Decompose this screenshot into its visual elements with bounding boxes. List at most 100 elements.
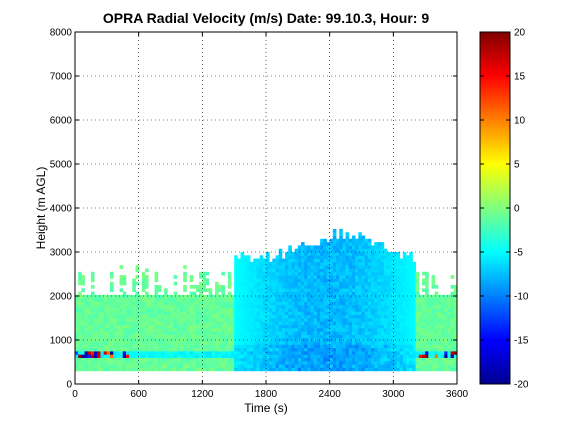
heatmap-cell bbox=[275, 288, 280, 292]
heatmap-cell bbox=[81, 327, 85, 332]
heatmap-cell bbox=[316, 327, 321, 332]
heatmap-cell bbox=[100, 357, 105, 362]
heatmap-cell bbox=[361, 341, 366, 345]
heatmap-cell bbox=[291, 367, 296, 372]
heatmap-cell bbox=[157, 337, 162, 342]
heatmap-cell bbox=[145, 347, 149, 352]
heatmap-cell bbox=[246, 255, 251, 259]
heatmap-cell bbox=[447, 354, 452, 358]
heatmap-cell bbox=[329, 357, 334, 362]
heatmap-cell bbox=[364, 331, 369, 335]
heatmap-cell bbox=[310, 354, 315, 358]
heatmap-cell bbox=[224, 318, 229, 322]
heatmap-cell bbox=[97, 318, 101, 322]
heatmap-cell bbox=[246, 341, 251, 345]
heatmap-cell bbox=[266, 314, 270, 319]
heatmap-cell bbox=[218, 304, 222, 309]
heatmap-cell bbox=[336, 291, 340, 296]
heatmap-cell bbox=[256, 311, 261, 316]
heatmap-cell bbox=[453, 301, 458, 306]
heatmap-cell bbox=[141, 281, 146, 286]
heatmap-cell bbox=[160, 324, 165, 329]
heatmap-cell bbox=[294, 357, 299, 362]
heatmap-cell bbox=[119, 337, 124, 342]
heatmap-cell bbox=[151, 337, 155, 342]
heatmap-cell bbox=[234, 285, 238, 289]
heatmap-cell bbox=[275, 294, 280, 299]
heatmap-cell bbox=[437, 341, 442, 345]
heatmap-cell bbox=[116, 324, 120, 329]
heatmap-cell bbox=[259, 360, 264, 365]
heatmap-cell bbox=[342, 285, 346, 289]
heatmap-cell bbox=[192, 347, 197, 352]
heatmap-cell bbox=[116, 298, 120, 302]
heatmap-cell bbox=[186, 321, 190, 325]
heatmap-cell bbox=[326, 327, 331, 332]
heatmap-cell bbox=[154, 334, 159, 339]
heatmap-cell bbox=[208, 360, 213, 365]
heatmap-cell bbox=[138, 337, 143, 342]
heatmap-cell bbox=[160, 321, 165, 325]
heatmap-cell bbox=[205, 367, 210, 372]
heatmap-cell bbox=[377, 364, 381, 368]
heatmap-cell bbox=[339, 367, 343, 372]
heatmap-cell bbox=[167, 308, 171, 312]
heatmap-cell bbox=[297, 245, 302, 250]
heatmap-cell bbox=[246, 344, 251, 349]
heatmap-cell bbox=[434, 341, 439, 345]
heatmap-cell bbox=[393, 347, 397, 352]
heatmap-cell bbox=[421, 347, 426, 352]
heatmap-cell bbox=[437, 337, 442, 342]
heatmap-cell bbox=[320, 242, 324, 246]
heatmap-cell bbox=[399, 334, 404, 339]
heatmap-cell bbox=[259, 341, 264, 345]
heatmap-cell bbox=[297, 360, 302, 365]
heatmap-cell bbox=[167, 314, 171, 319]
heatmap-cell bbox=[256, 275, 261, 279]
heatmap-cell bbox=[320, 278, 324, 283]
heatmap-cell bbox=[176, 347, 181, 352]
colorbar-tick-label: -10 bbox=[514, 292, 529, 303]
heatmap-cell bbox=[307, 337, 311, 342]
heatmap-cell bbox=[106, 337, 111, 342]
heatmap-cell bbox=[234, 344, 238, 349]
heatmap-cell bbox=[393, 281, 397, 286]
heatmap-cell bbox=[291, 318, 296, 322]
heatmap-cell bbox=[377, 288, 381, 292]
heatmap-cell bbox=[332, 252, 337, 256]
heatmap-cell bbox=[393, 354, 397, 358]
heatmap-cell bbox=[418, 314, 423, 319]
heatmap-cell bbox=[409, 331, 413, 335]
heatmap-cell bbox=[141, 288, 146, 292]
heatmap-cell bbox=[355, 327, 359, 332]
heatmap-cell bbox=[189, 341, 194, 345]
heatmap-cell bbox=[345, 314, 350, 319]
heatmap-cell bbox=[316, 291, 321, 296]
heatmap-cell bbox=[316, 324, 321, 329]
heatmap-cell bbox=[418, 324, 423, 329]
heatmap-cell bbox=[103, 331, 108, 335]
heatmap-cell bbox=[154, 321, 159, 325]
heatmap-cell bbox=[288, 291, 292, 296]
heatmap-cell bbox=[339, 337, 343, 342]
heatmap-cell bbox=[138, 301, 143, 306]
heatmap-cell bbox=[310, 291, 315, 296]
heatmap-cell bbox=[269, 351, 273, 355]
heatmap-cell bbox=[202, 278, 206, 283]
heatmap-cell bbox=[164, 294, 168, 299]
heatmap-cell bbox=[361, 344, 366, 349]
heatmap-cell bbox=[202, 327, 206, 332]
heatmap-cell bbox=[259, 265, 264, 269]
heatmap-cell bbox=[94, 351, 98, 355]
heatmap-cell bbox=[110, 351, 114, 355]
heatmap-cell bbox=[351, 252, 356, 256]
heatmap-cell bbox=[412, 308, 417, 312]
heatmap-cell bbox=[97, 294, 101, 299]
heatmap-cell bbox=[205, 324, 210, 329]
heatmap-cell bbox=[316, 337, 321, 342]
heatmap-cell bbox=[173, 321, 178, 325]
heatmap-cell bbox=[450, 324, 455, 329]
heatmap-cell bbox=[288, 304, 292, 309]
heatmap-cell bbox=[218, 321, 222, 325]
heatmap-cell bbox=[132, 288, 136, 292]
